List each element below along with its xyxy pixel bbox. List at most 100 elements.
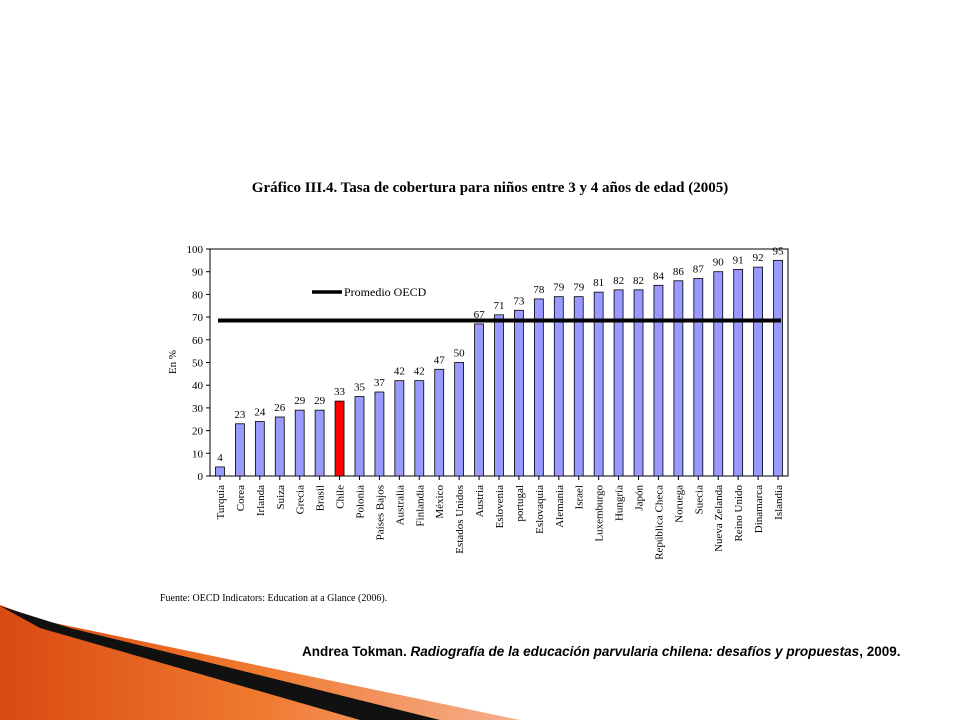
category-label: Corea [235,485,247,511]
bar [434,368,445,477]
bar [533,298,544,477]
category-label: Suecia [693,485,705,514]
category-label: Dinamarca [753,485,765,533]
bar-value-label: 42 [414,366,425,378]
bar [773,259,783,477]
category-label: Israel [574,485,586,509]
y-tick-label: 50 [192,358,204,370]
bar [593,291,604,477]
citation: Andrea Tokman. Radiografía de la educaci… [302,643,902,661]
bar [613,289,624,477]
y-tick-label: 90 [192,267,204,279]
bar-value-label: 87 [693,264,705,276]
category-label: Chile [335,485,347,509]
y-tick-label: 10 [192,448,204,460]
bar [474,323,484,477]
bar-value-label: 47 [434,354,446,366]
bar-value-label: 84 [653,270,665,282]
bar [573,296,584,477]
category-label: República Checa [653,485,665,560]
bar-value-label: 29 [294,395,306,407]
bar [394,380,405,477]
category-label: Turquía [215,485,227,520]
bar [314,409,325,477]
bar [514,309,524,477]
category-label: Polonia [354,485,366,519]
category-label: Eslovaquia [534,485,546,534]
category-label: Hungría [614,485,626,521]
y-tick-label: 20 [192,426,204,438]
category-label: Irlanda [255,485,267,516]
bar [653,284,664,477]
y-tick-label: 70 [192,312,204,324]
bar-value-label: 67 [474,309,486,321]
y-tick-label: 60 [192,335,204,347]
category-label: Grecia [295,485,307,514]
category-label: México [434,485,446,519]
category-label: Islandia [773,485,785,520]
bar [274,416,285,477]
bar [553,296,564,477]
bar-value-label: 23 [234,409,246,421]
citation-rest: , 2009. [859,644,901,659]
y-tick-label: 0 [198,471,204,483]
category-label: Japón [634,485,646,511]
bar [215,466,225,477]
bar-value-label: 37 [374,377,386,389]
bar [414,380,425,477]
bar [693,278,704,477]
chart-title: Gráfico III.4. Tasa de cobertura para ni… [252,180,728,196]
category-label: Suiza [275,485,287,510]
bar-value-label: 78 [533,284,545,296]
bar-value-label: 73 [513,295,525,307]
y-tick-label: 40 [192,380,204,392]
source-note: Fuente: OECD Indicators: Education at a … [160,593,388,604]
category-label: Alemania [554,485,566,528]
category-label: Nueva Zelanda [713,485,725,552]
bar-value-label: 71 [494,300,505,312]
bar [454,362,465,477]
bar-value-label: 29 [314,395,326,407]
bar [633,289,644,477]
bar-value-label: 92 [753,252,764,264]
axes: 0 10 20 30 40 50 60 70 80 90 100 Turquía Corea Irland… [187,244,789,560]
bar [354,396,365,477]
bar-value-label: 42 [394,366,405,378]
category-label: Luxemburgo [594,485,606,542]
legend-label: Promedio OECD [344,285,427,299]
category-label: portugal [514,485,526,522]
bar-value-label: 33 [334,386,346,398]
bar [713,271,724,477]
bar-value-label: 95 [773,245,785,257]
bar [753,266,763,477]
bar-value-label: 35 [354,382,366,394]
bar [254,421,265,477]
category-label: Australia [394,485,406,525]
category-label: Finlandia [414,485,426,527]
bar-value-label: 82 [633,275,644,287]
category-label: Austria [474,485,486,518]
bar-value-label: 86 [673,266,685,278]
citation-title: Radiografía de la educación parvularia c… [410,644,860,659]
bar-value-label: 91 [733,254,744,266]
citation-author: Andrea Tokman. [302,644,407,659]
category-label: Brasil [315,485,327,511]
bar-value-label: 90 [713,257,725,269]
orange-swoosh [0,605,520,720]
y-tick-label: 100 [187,244,204,256]
category-label: Estados Unidos [454,485,466,554]
bar-highlight [334,400,345,477]
category-label: Países Bajos [374,485,386,540]
bar [673,280,684,477]
bar [733,269,744,477]
bar-value-label: 24 [254,407,266,419]
y-tick-label: 80 [192,289,204,301]
bar-value-label: 26 [274,402,286,414]
y-tick-label: 30 [192,403,204,415]
legend: Promedio OECD [312,285,427,299]
bar [235,423,245,477]
bar [374,391,385,477]
y-axis-label: En % [167,350,179,374]
category-label: Eslovenia [494,485,506,528]
